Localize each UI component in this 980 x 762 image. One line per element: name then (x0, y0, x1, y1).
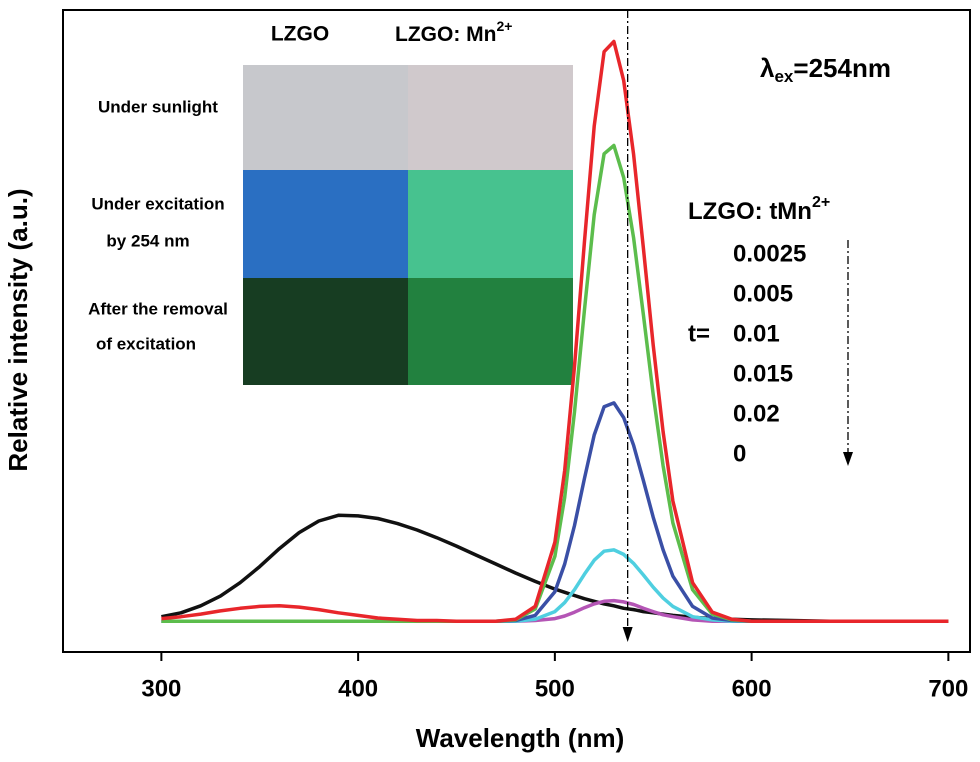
legend-entry: 0.01 (733, 320, 780, 347)
x-tick-label: 500 (535, 675, 575, 702)
photo (408, 170, 573, 278)
y-axis-label: Relative intensity (a.u.) (3, 188, 33, 471)
photo (243, 170, 408, 278)
inset-column-label: LZGO: Mn2+ (395, 18, 512, 46)
inset-row-label: by 254 nm (106, 231, 189, 250)
inset-row-label: Under excitation (91, 194, 224, 213)
photo (408, 65, 573, 170)
legend-title: LZGO: tMn2+ (688, 194, 830, 225)
label-text: LZGO: Mn (395, 23, 496, 46)
arrow-head (622, 627, 633, 642)
annotation-text: =254nm (793, 53, 891, 83)
x-tick-label: 700 (928, 675, 968, 702)
photo (408, 278, 573, 385)
legend-variable: t= (688, 320, 710, 347)
plot-frame (62, 9, 971, 653)
label-text: LZGO: tMn (688, 198, 812, 225)
superscript: 2+ (812, 194, 830, 211)
legend-entry: 0.0025 (733, 240, 806, 267)
inset-row-label: of excitation (96, 334, 196, 353)
legend-entry: 0.015 (733, 360, 793, 387)
x-tick-label: 400 (338, 675, 378, 702)
legend-entry: 0.005 (733, 280, 793, 307)
x-tick-label: 600 (732, 675, 772, 702)
subscript: ex (774, 67, 793, 86)
inset-column-label: LZGO (271, 23, 329, 46)
symbol: λ (760, 53, 775, 83)
x-axis-label: Wavelength (nm) (416, 723, 624, 753)
series-line (161, 401, 949, 623)
inset-row-label: Under sunlight (98, 97, 218, 116)
series-line (161, 39, 949, 623)
arrow-head (843, 452, 853, 466)
x-tick-label: 300 (141, 675, 181, 702)
inset-row-label: After the removal (88, 299, 228, 318)
legend-entry: 0.02 (733, 400, 780, 427)
superscript: 2+ (496, 18, 512, 34)
photo (243, 278, 408, 385)
annotation: λex=254nm (760, 53, 891, 87)
inset: LZGO LZGO: Mn2+ Under sunlight Under exc… (88, 18, 573, 385)
photo (243, 65, 408, 170)
legend-entry: 0 (733, 440, 746, 467)
